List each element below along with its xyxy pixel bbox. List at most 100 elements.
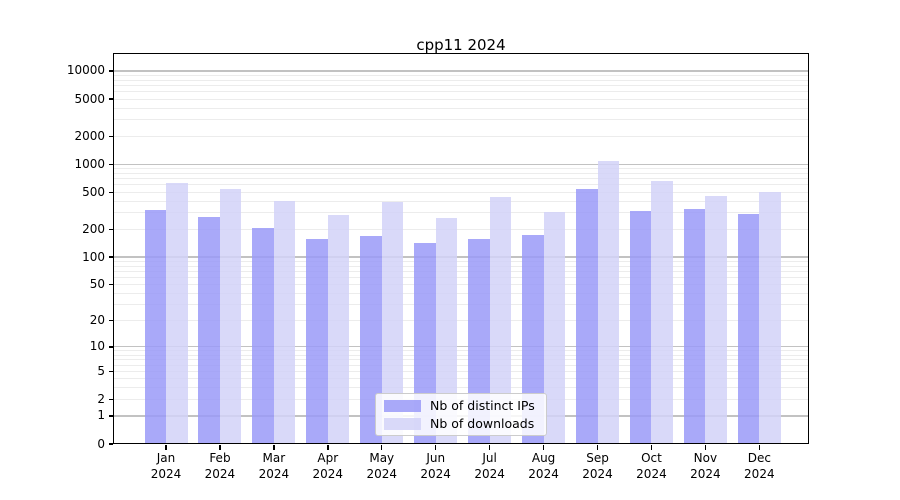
bar-distinct_ips-mar [252,227,274,444]
legend-label-distinct_ips: Nb of distinct IPs [430,398,535,413]
gridline-major [113,70,809,72]
x-tick-label: Dec 2024 [744,451,775,481]
gridline-minor [113,184,809,186]
y-tick-label: 1 [97,408,105,423]
bar-downloads-jul [489,196,512,444]
gridline-minor [113,304,809,306]
bar-distinct_ips-aug [522,235,544,444]
bar-distinct_ips-oct [629,210,652,444]
y-tick-mark [108,163,113,165]
gridline-minor [113,228,809,230]
x-tick-mark [758,445,761,450]
y-tick-label: 5000 [74,91,105,106]
legend-row-distinct_ips: Nb of distinct IPs [384,398,538,413]
gridline-minor [113,270,809,272]
gridline-minor [113,191,809,193]
x-tick-mark [489,445,491,450]
bar-downloads-jun [435,218,458,444]
bar-downloads-apr [327,214,350,444]
y-tick-label: 50 [89,277,105,292]
gridline-major [113,256,809,258]
gridline-minor [113,212,809,214]
gridline-minor [113,277,809,279]
x-tick-label: Mar 2024 [258,451,290,481]
gridline-minor [113,350,809,352]
legend: Nb of distinct IPs Nb of downloads [375,393,547,436]
x-tick-mark [327,445,329,450]
gridline-minor [113,200,809,202]
gridline-minor [113,354,809,356]
bar-downloads-sep [597,161,620,444]
x-tick-label: Sep 2024 [582,451,613,481]
y-tick-label: 0 [97,436,105,451]
gridline-minor [113,364,809,366]
y-tick-mark [108,284,113,286]
x-tick-mark [219,445,221,450]
y-tick-label: 10000 [66,63,105,78]
gridline-minor [113,359,809,361]
y-tick-label: 1000 [74,156,105,171]
y-tick-mark [108,443,113,445]
y-tick-mark [108,415,113,417]
y-tick-mark [108,135,113,137]
chart-title: cpp11 2024 [416,36,506,54]
gridline-minor [113,284,809,286]
x-tick-label: Nov 2024 [690,451,721,481]
x-tick-label: Jul 2024 [474,451,505,481]
gridline-minor [113,172,809,174]
x-tick-mark [542,445,545,450]
bar-downloads-feb [219,189,242,444]
y-tick-label: 20 [89,313,105,328]
gridline-minor [113,265,809,267]
x-tick-label: Apr 2024 [312,451,344,481]
y-tick-label: 200 [82,221,105,236]
bar-downloads-mar [273,200,296,444]
y-tick-mark [108,191,113,193]
bar-distinct_ips-dec [737,213,760,444]
gridline-major [113,163,809,165]
x-tick-mark [704,445,707,450]
y-tick-label: 2 [97,392,105,406]
legend-swatch-downloads [384,417,421,430]
x-tick-label: Jan 2024 [150,451,182,481]
x-tick-mark [435,445,437,450]
x-tick-mark [381,445,383,450]
gridline-minor [113,178,809,180]
x-tick-label: Feb 2024 [204,451,236,481]
gridline-minor [113,74,809,76]
x-tick-mark [650,445,653,450]
gridline-minor [113,135,809,137]
gridline-minor [113,91,809,93]
bar-distinct_ips-jul [468,238,490,444]
gridline-minor [113,378,809,380]
legend-label-downloads: Nb of downloads [430,416,535,431]
gridline-minor [113,293,809,295]
x-tick-label: Aug 2024 [528,451,559,481]
x-tick-label: May 2024 [366,451,398,481]
gridline-minor [113,79,809,81]
bar-downloads-may [381,202,404,444]
bar-downloads-aug [543,212,566,444]
x-tick-mark [273,445,275,450]
legend-swatch-distinct_ips [384,399,421,412]
x-tick-mark [165,445,167,450]
bar-distinct_ips-nov [683,209,706,444]
y-tick-mark [108,398,113,401]
x-tick-mark [596,445,599,450]
y-tick-mark [108,98,113,100]
bar-downloads-jan [166,182,188,444]
y-tick-mark [108,370,113,373]
gridline-minor [113,370,809,372]
y-tick-label: 2000 [74,128,105,143]
gridline-major [113,346,809,348]
bar-distinct_ips-apr [306,238,328,444]
bar-downloads-nov [705,195,727,444]
gridline-minor [113,260,809,262]
y-tick-mark [108,256,113,258]
y-tick-label: 10 [89,339,105,354]
gridline-minor [113,320,809,322]
x-tick-label: Oct 2024 [636,451,667,481]
bar-distinct_ips-feb [198,217,220,444]
gridline-minor [113,119,809,121]
